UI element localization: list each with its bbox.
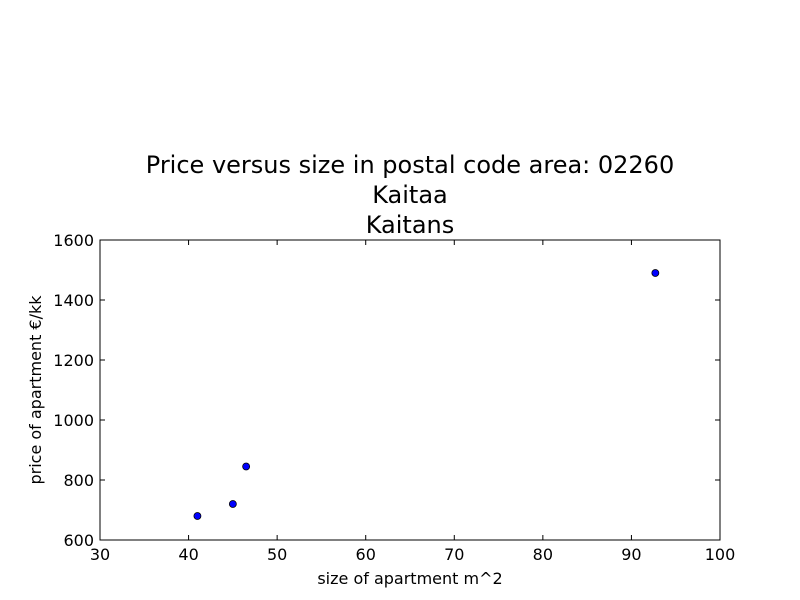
x-tick-label: 90 [621,545,641,564]
data-point [193,512,202,520]
x-tick-label: 80 [533,545,553,564]
chart-title-line-1: Price versus size in postal code area: 0… [146,151,674,179]
chart-title-line-2: Kaitaa [372,181,448,209]
axis-ticks: 30 40 50 60 70 80 90 100 600 800 1000 1200 1400 1600 [53,231,735,564]
y-tick-label: 1200 [53,351,94,370]
x-axis-label: size of apartment m^2 [317,569,502,588]
y-axis-label: price of apartment €/kk [26,295,45,485]
x-tick-label: 100 [705,545,736,564]
y-tick-label: 1400 [53,291,94,310]
data-point [242,462,251,471]
data-point [228,500,237,508]
x-tick-label: 60 [356,545,376,564]
x-tick-label: 40 [178,545,198,564]
plot-frame [99,239,721,541]
y-tick-label: 1000 [53,411,94,430]
data-point [651,269,660,277]
data-points [193,269,660,520]
x-tick-label: 30 [90,545,110,564]
x-tick-label: 50 [267,545,287,564]
y-tick-label: 1600 [53,231,94,250]
x-tick-label: 70 [444,545,464,564]
y-tick-label: 600 [63,531,94,550]
y-tick-label: 800 [63,471,94,490]
chart-title-line-3: Kaitans [366,211,455,239]
